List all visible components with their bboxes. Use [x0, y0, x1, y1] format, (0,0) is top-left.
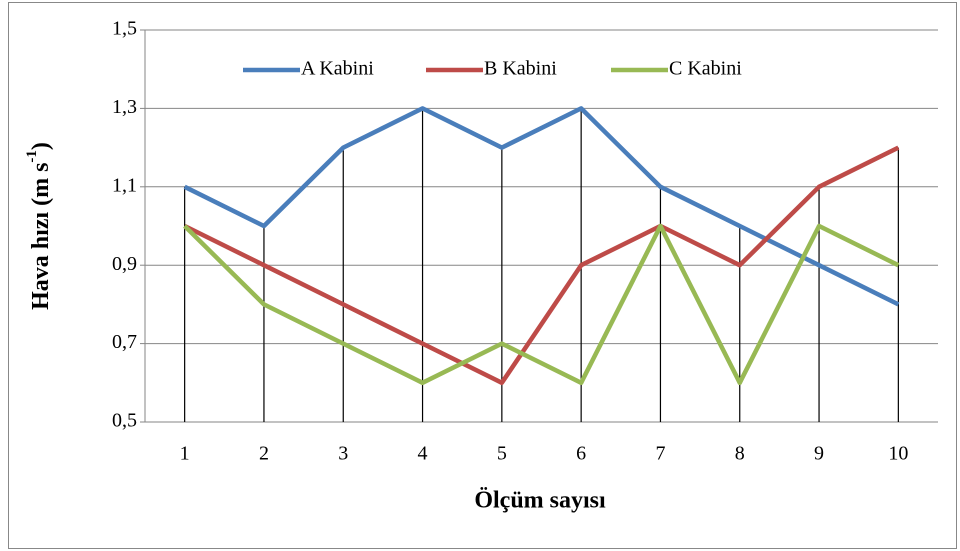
x-tick-label: 9: [814, 443, 824, 465]
x-tick-label: 5: [497, 443, 507, 465]
y-axis-title-sup: -1: [24, 150, 40, 163]
y-tick-label: 0,5: [112, 410, 137, 432]
y-tick-label: 0,9: [112, 253, 137, 275]
legend-label: A Kabini: [301, 58, 374, 80]
x-tick-label: 4: [418, 443, 428, 465]
x-tick-label: 8: [735, 443, 745, 465]
series-line: [183, 106, 900, 307]
x-tick-label: 7: [655, 443, 665, 465]
x-tick-label: 3: [338, 443, 348, 465]
chart-border: [8, 2, 957, 549]
y-axis-title: Hava hızı (m s-1): [24, 142, 53, 310]
y-tick-label: 1,1: [112, 174, 137, 196]
legend-label: C Kabini: [669, 58, 742, 80]
series-line: [183, 223, 900, 386]
x-axis-title: Ölçüm sayısı: [474, 488, 606, 514]
x-tick-label: 6: [576, 443, 586, 465]
y-tick-label: 1,3: [112, 96, 137, 118]
y-tick-label: 0,7: [112, 331, 137, 353]
x-tick-label: 10: [888, 443, 908, 465]
y-tick-label: 1,5: [112, 18, 137, 40]
x-tick-label: 2: [259, 443, 269, 465]
legend-label: B Kabini: [484, 58, 557, 80]
x-tick-label: 1: [180, 443, 190, 465]
series-line: [183, 145, 900, 386]
y-axis-title-text: Hava hızı (m s: [28, 163, 54, 310]
y-axis-title-end: ): [28, 142, 54, 150]
